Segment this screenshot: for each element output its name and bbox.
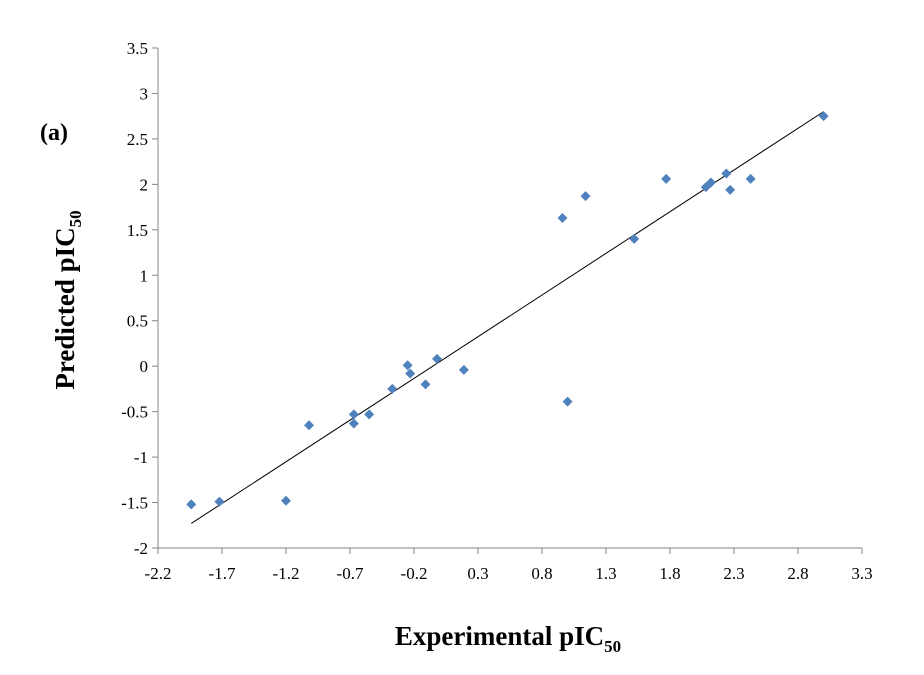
data-point	[186, 499, 197, 510]
y-axis-title-main: Predicted pIC	[50, 227, 80, 389]
data-point	[281, 495, 291, 506]
y-tick-label: 3	[140, 84, 149, 103]
y-axis-title-subscript: 50	[66, 210, 85, 227]
data-point	[557, 213, 568, 223]
data-point	[818, 111, 829, 122]
panel-label: (a)	[40, 120, 68, 146]
x-axis-title-main: Experimental pIC	[395, 621, 604, 651]
x-tick-label: 2.8	[787, 564, 808, 583]
data-point	[348, 418, 359, 429]
x-tick-label: 2.3	[723, 564, 744, 583]
data-point	[580, 191, 591, 202]
data-point	[725, 184, 736, 195]
data-point	[214, 496, 225, 507]
y-tick-label: 1.5	[127, 221, 148, 240]
data-point	[661, 173, 672, 184]
data-point	[304, 420, 315, 431]
x-tick-labels: -2.2 -1.7 -1.2 -0.7 -0.2 0.3 0.8 1.3 1.8 2.3 2.8 3.…	[145, 564, 873, 583]
data-point	[562, 396, 573, 407]
x-tick-label: 0.3	[467, 564, 488, 583]
data-point	[432, 353, 443, 364]
x-tick-label: -0.7	[337, 564, 364, 583]
data-point	[405, 368, 416, 379]
data-point	[348, 409, 359, 420]
x-tick-label: -0.2	[401, 564, 428, 583]
data-point	[458, 364, 469, 375]
y-tick-label: 1	[140, 266, 149, 285]
y-tick-label: -0.5	[121, 403, 148, 422]
y-tick-label: 3.5	[127, 39, 148, 58]
data-point	[721, 168, 732, 179]
x-tick-label: 0.8	[531, 564, 552, 583]
y-tick-label: -2	[134, 539, 148, 558]
x-tick-label: 3.3	[851, 564, 872, 583]
y-tick-labels: -2 -1.5 -1 -0.5 0 0.5 1 1.5 2 2.5 3 3.5	[121, 39, 148, 558]
y-tick-label: 2.5	[127, 130, 148, 149]
data-point	[387, 383, 398, 394]
x-tick-label: -1.7	[209, 564, 236, 583]
x-tick-label: -2.2	[145, 564, 172, 583]
data-point	[705, 177, 716, 188]
x-tick-label: 1.8	[659, 564, 680, 583]
y-axis-title: Predicted pIC50	[50, 210, 85, 389]
data-point	[364, 409, 375, 420]
x-tick-label: -1.2	[273, 564, 300, 583]
y-tick-label: 2	[140, 175, 149, 194]
trendline-group	[191, 111, 824, 524]
data-points	[186, 111, 829, 510]
axes	[152, 47, 863, 554]
data-point	[745, 173, 756, 184]
data-point	[629, 233, 640, 244]
data-point	[402, 360, 413, 371]
trendline	[191, 111, 824, 524]
x-axis-title-subscript: 50	[604, 637, 621, 656]
x-tick-label: 1.3	[595, 564, 616, 583]
y-tick-label: 0	[140, 357, 149, 376]
y-tick-label: -1.5	[121, 494, 148, 513]
y-tick-label: 0.5	[127, 312, 148, 331]
x-axis-title: Experimental pIC50	[395, 621, 621, 656]
y-tick-label: -1	[134, 448, 148, 467]
data-point	[420, 379, 431, 390]
